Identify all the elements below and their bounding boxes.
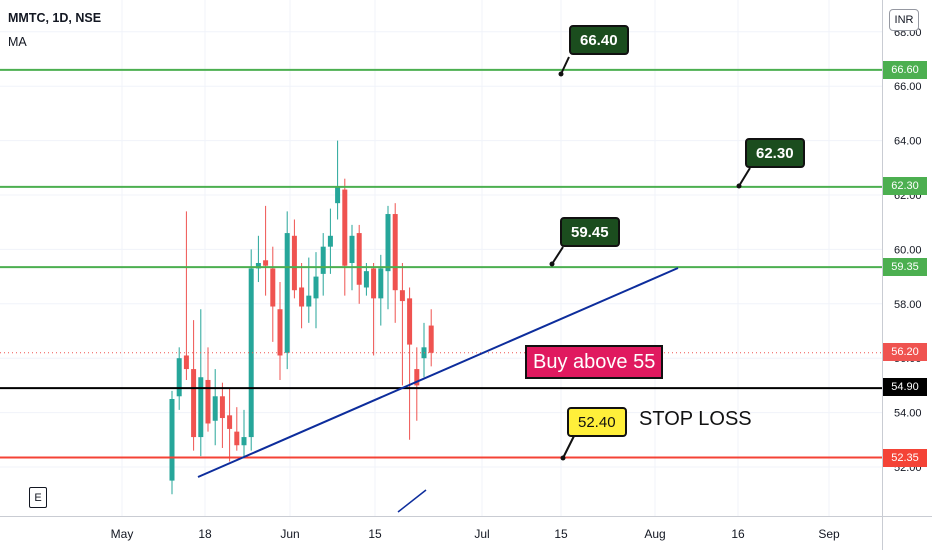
callout-anchor-2	[549, 261, 555, 267]
y-tick-label-4: 60.00	[894, 244, 922, 256]
x-tick-label-7: 16	[731, 527, 745, 541]
stop-loss-label[interactable]: STOP LOSS	[639, 408, 752, 430]
candle-body-7	[219, 396, 225, 419]
candle-body-29	[378, 268, 384, 299]
candle-body-36	[428, 325, 434, 353]
callout-66-40[interactable]: 66.40	[569, 25, 629, 55]
callout-pointers	[549, 56, 751, 461]
price-label-66-60: 66.60	[883, 61, 927, 79]
x-tick-label-1: 18	[198, 527, 212, 541]
y-tick-label-7: 66.00	[894, 81, 922, 93]
candle-body-2	[183, 355, 189, 370]
candle-body-9	[234, 431, 240, 446]
candlesticks	[169, 140, 434, 495]
candle-body-19	[306, 295, 312, 307]
candle-body-30	[385, 214, 391, 272]
candle-body-17	[291, 235, 297, 291]
x-tick-label-5: 15	[554, 527, 568, 541]
indicator-label[interactable]: MA	[8, 35, 27, 49]
candle-body-18	[299, 287, 305, 307]
callout-52-40[interactable]: 52.40	[567, 407, 627, 437]
x-tick-label-0: May	[111, 527, 134, 541]
candle-body-4	[198, 377, 204, 438]
candle-body-8	[227, 415, 233, 429]
candle-body-13	[263, 260, 269, 266]
y-tick-label-1: 54.00	[894, 408, 922, 420]
x-tick-label-3: 15	[368, 527, 382, 541]
trendline-main	[197, 267, 679, 478]
candle-body-33	[407, 298, 413, 345]
price-label-62-30: 62.30	[883, 177, 927, 195]
candle-body-27	[363, 271, 369, 288]
y-tick-label-3: 58.00	[894, 299, 922, 311]
candle-body-1	[176, 358, 182, 397]
candle-body-32	[399, 290, 405, 302]
candle-body-6	[212, 396, 218, 421]
price-label-52-35: 52.35	[883, 449, 927, 467]
level-lines	[0, 68, 882, 459]
callout-pointer-1	[738, 167, 751, 187]
x-tick-label-8: Sep	[818, 527, 840, 541]
callout-59-45[interactable]: 59.45	[560, 217, 620, 247]
callout-62-30[interactable]: 62.30	[745, 138, 805, 168]
candle-body-10	[241, 437, 247, 446]
candle-body-26	[356, 233, 362, 285]
callout-pointer-2	[551, 246, 564, 265]
candle-body-20	[313, 276, 319, 299]
candle-body-25	[349, 235, 355, 263]
candle-body-28	[371, 268, 377, 299]
candle-body-15	[277, 309, 283, 356]
candle-body-14	[270, 268, 276, 307]
callout-pointer-0	[560, 56, 570, 75]
y-tick-label-6: 64.00	[894, 136, 922, 148]
callout-anchor-1	[736, 183, 742, 189]
x-tick-label-6: Aug	[644, 527, 665, 541]
candle-body-34	[414, 369, 420, 386]
callout-pointer-3	[562, 435, 575, 459]
symbol-title[interactable]: MMTC, 1D, NSE	[8, 11, 102, 25]
x-tick-label-2: Jun	[280, 527, 299, 541]
candle-body-31	[392, 214, 398, 291]
price-label-56-20: 56.20	[883, 343, 927, 361]
callout-anchor-3	[560, 455, 566, 461]
callout-anchor-0	[558, 71, 564, 77]
candle-body-24	[342, 189, 348, 266]
candle-body-23	[335, 186, 341, 204]
candle-body-5	[205, 379, 211, 424]
candle-body-11	[248, 268, 254, 438]
candle-body-16	[284, 233, 290, 353]
events-button[interactable]: E	[29, 487, 47, 508]
trendline-small	[397, 489, 427, 513]
grid	[0, 0, 882, 516]
buy-above-label[interactable]: Buy above 55	[525, 345, 664, 379]
currency-badge[interactable]: INR	[889, 9, 919, 31]
price-label-54-90: 54.90	[883, 378, 927, 396]
candle-body-22	[327, 235, 333, 247]
candle-body-21	[320, 246, 326, 274]
trend-lines	[197, 267, 679, 513]
candle-body-12	[255, 263, 261, 269]
x-tick-label-4: Jul	[474, 527, 489, 541]
price-label-59-35: 59.35	[883, 258, 927, 276]
candle-body-0	[169, 399, 175, 481]
candle-body-3	[191, 369, 197, 438]
